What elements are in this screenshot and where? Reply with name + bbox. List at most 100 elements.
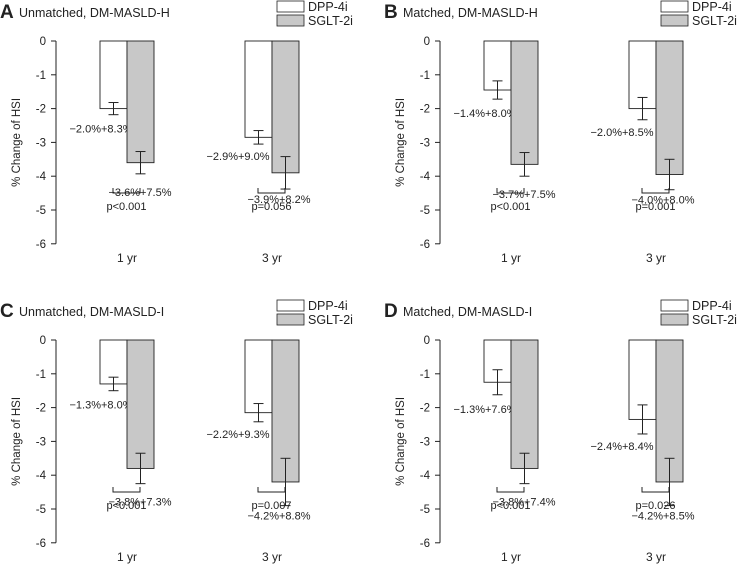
legend-label-sglt2i: SGLT-2i [308, 14, 353, 28]
legend-swatch-dpp4i [660, 0, 689, 13]
y-tick-label: -5 [36, 504, 46, 516]
y-tick-label: 0 [424, 36, 430, 48]
y-tick-label: -3 [36, 137, 46, 149]
panel-title: Unmatched, DM-MASLD-I [19, 305, 164, 319]
legend-swatch-sglt2i [660, 313, 689, 326]
legend-swatch-sglt2i [276, 14, 305, 27]
data-label: −2.9%+9.0% [207, 151, 270, 163]
y-tick-label: 0 [40, 36, 46, 48]
panel-letter: B [384, 2, 398, 23]
bar-sglt2i [655, 40, 684, 175]
y-axis-label: % Change of HSI [11, 397, 23, 486]
legend-swatch-dpp4i [660, 299, 689, 312]
y-tick-label: -4 [420, 171, 431, 183]
bar-sglt2i [126, 40, 155, 164]
legend-label-dpp4i: DPP-4i [692, 0, 732, 14]
y-tick-label: -3 [36, 436, 46, 448]
y-tick-label: -6 [420, 538, 430, 550]
data-label: −3.8%+7.3% [109, 497, 172, 509]
data-label: −4.2%+8.8% [248, 511, 311, 523]
legend-label-dpp4i: DPP-4i [308, 0, 348, 14]
panel-title: Matched, DM-MASLD-H [403, 6, 538, 20]
data-label: −3.8%+7.4% [493, 497, 556, 509]
p-value-label: p=0.001 [635, 201, 675, 213]
legend-label-dpp4i: DPP-4i [692, 299, 732, 313]
p-bracket [257, 188, 286, 194]
bar-dpp4i [244, 339, 273, 414]
y-tick-label: -1 [36, 369, 46, 381]
y-tick-label: -5 [36, 205, 46, 217]
legend-label-sglt2i: SGLT-2i [692, 14, 737, 28]
data-label: −2.0%+8.3% [70, 124, 133, 136]
y-tick-label: -1 [420, 369, 430, 381]
data-label: −2.0%+8.5% [591, 127, 654, 139]
p-value-label: p=0.026 [635, 500, 675, 512]
legend-label-sglt2i: SGLT-2i [692, 313, 737, 327]
x-category-label: 3 yr [262, 251, 282, 265]
y-tick-label: -1 [36, 70, 46, 82]
p-value-label: p<0.001 [490, 201, 530, 213]
y-tick-label: -5 [420, 504, 430, 516]
x-category-label: 3 yr [646, 251, 666, 265]
legend-label-sglt2i: SGLT-2i [308, 313, 353, 327]
p-value-label: p<0.001 [106, 500, 146, 512]
y-axis-label: % Change of HSI [11, 98, 23, 187]
panel-letter: D [384, 301, 398, 322]
p-value-label: p<0.001 [106, 201, 146, 213]
y-tick-label: -4 [36, 470, 47, 482]
x-category-label: 1 yr [501, 550, 521, 564]
data-label: −3.9%+8.2% [248, 194, 311, 206]
p-bracket [641, 188, 670, 194]
panel-letter: C [0, 301, 14, 322]
legend-swatch-dpp4i [276, 299, 305, 312]
y-tick-label: -2 [420, 104, 430, 116]
y-tick-label: -1 [420, 70, 430, 82]
x-category-label: 3 yr [646, 550, 666, 564]
p-value-label: p=0.056 [251, 201, 291, 213]
bar-dpp4i [244, 40, 273, 138]
y-tick-label: -4 [36, 171, 47, 183]
y-tick-label: 0 [40, 335, 46, 347]
legend-swatch-sglt2i [276, 313, 305, 326]
bar-sglt2i [510, 339, 539, 469]
data-label: −2.2%+9.3% [207, 429, 270, 441]
x-category-label: 1 yr [117, 550, 137, 564]
y-axis-label: % Change of HSI [395, 397, 407, 486]
y-tick-label: -6 [36, 239, 46, 251]
panel-title: Matched, DM-MASLD-I [403, 305, 532, 319]
x-category-label: 1 yr [117, 251, 137, 265]
y-tick-label: -2 [36, 104, 46, 116]
y-axis-label: % Change of HSI [395, 98, 407, 187]
bar-sglt2i [655, 339, 684, 483]
data-label: −4.0%+8.0% [632, 195, 695, 207]
y-tick-label: -6 [36, 538, 46, 550]
bar-dpp4i [99, 339, 128, 385]
bar-sglt2i [510, 40, 539, 165]
legend-swatch-dpp4i [276, 0, 305, 13]
legend-label-dpp4i: DPP-4i [308, 299, 348, 313]
y-tick-label: -2 [420, 403, 430, 415]
y-tick-label: 0 [424, 335, 430, 347]
data-label: −1.3%+7.6% [454, 404, 517, 416]
y-tick-label: -3 [420, 137, 430, 149]
data-label: −4.2%+8.5% [632, 511, 695, 523]
y-tick-label: -2 [36, 403, 46, 415]
y-tick-label: -5 [420, 205, 430, 217]
p-bracket [257, 487, 286, 493]
y-tick-label: -3 [420, 436, 430, 448]
x-category-label: 1 yr [501, 251, 521, 265]
p-bracket [112, 188, 141, 194]
data-label: −1.4%+8.0% [454, 108, 517, 120]
data-label: −3.7%+7.5% [493, 189, 556, 201]
p-bracket [496, 487, 525, 493]
p-bracket [641, 487, 670, 493]
p-bracket [112, 487, 141, 493]
data-label: −2.4%+8.4% [591, 441, 654, 453]
legend-swatch-sglt2i [660, 14, 689, 27]
bar-sglt2i [126, 339, 155, 469]
